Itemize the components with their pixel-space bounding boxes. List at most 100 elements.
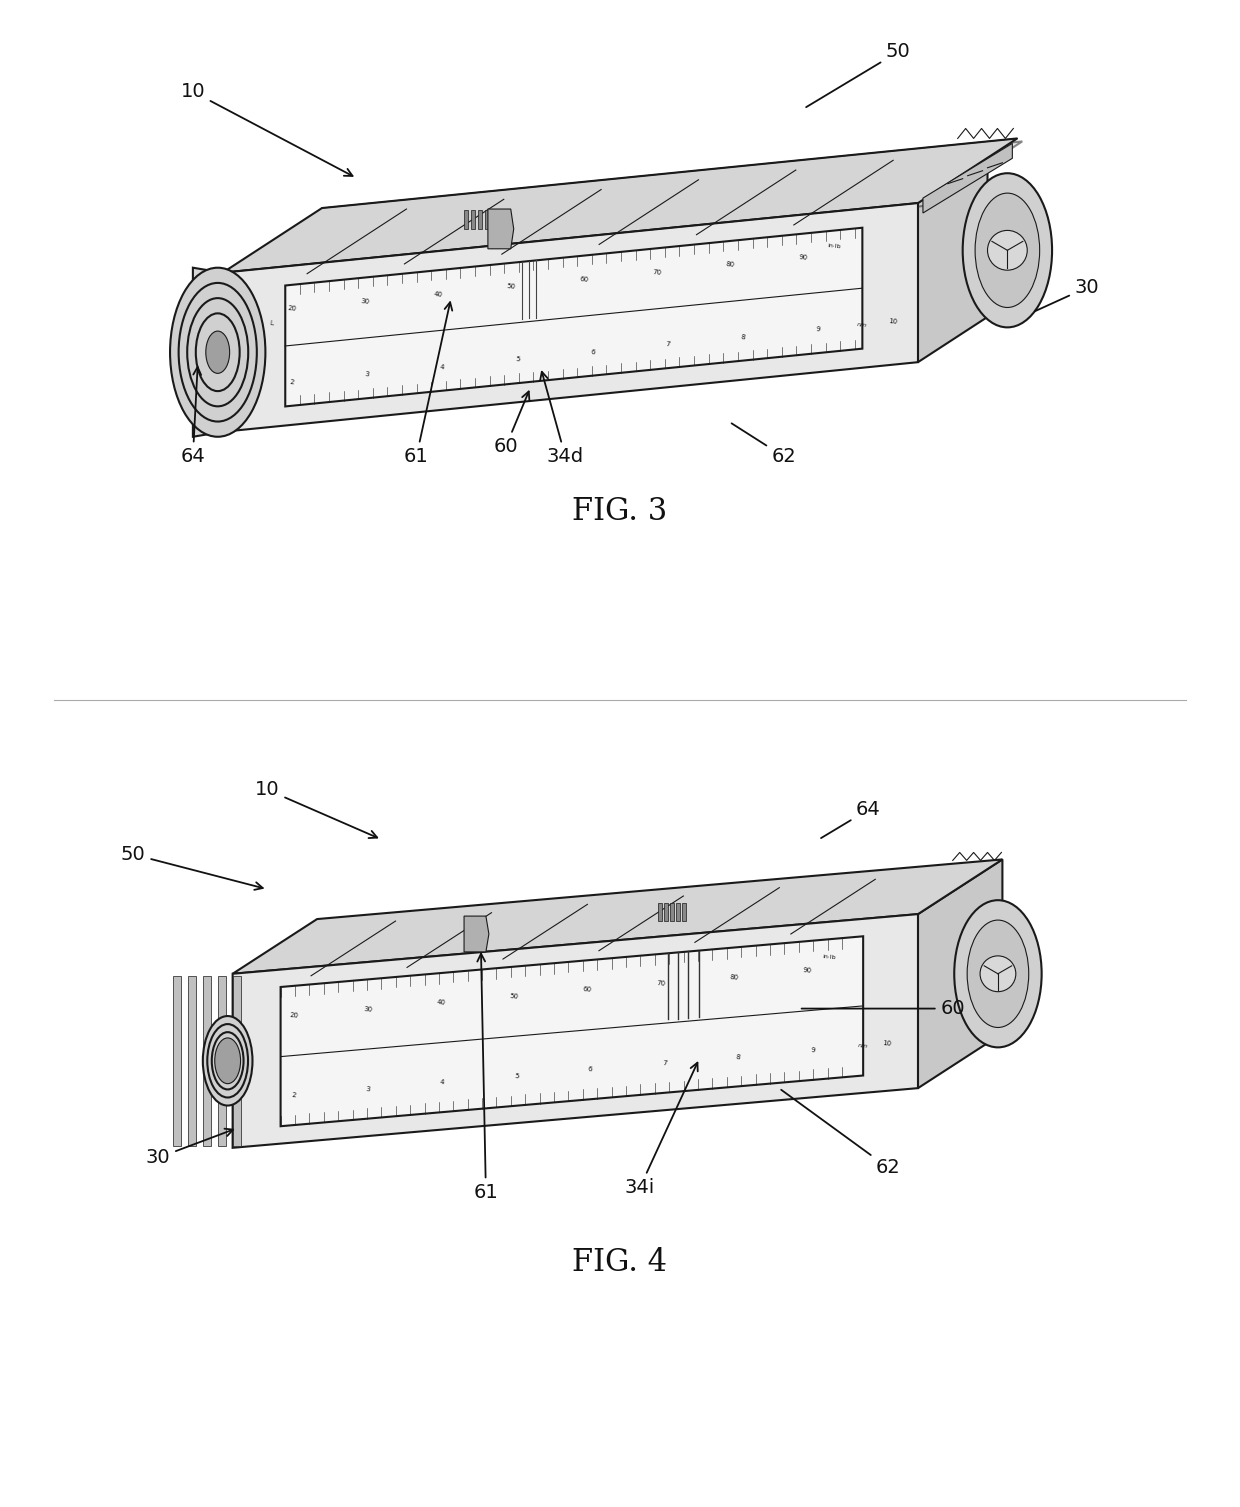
Bar (485, 209, 489, 229)
Text: 3: 3 (365, 371, 370, 378)
Text: 64: 64 (181, 368, 206, 466)
Bar (464, 209, 467, 229)
Polygon shape (233, 915, 918, 1148)
Text: 60: 60 (583, 987, 593, 993)
Polygon shape (285, 228, 862, 407)
Text: 70: 70 (652, 268, 662, 276)
Text: 9: 9 (810, 1047, 815, 1053)
Text: 60: 60 (579, 276, 589, 283)
Text: 80: 80 (729, 974, 739, 981)
Text: FIG. 3: FIG. 3 (573, 496, 667, 527)
Ellipse shape (212, 1032, 243, 1090)
Text: 3: 3 (366, 1087, 371, 1093)
Ellipse shape (216, 1040, 239, 1082)
Text: 5: 5 (515, 356, 520, 363)
Ellipse shape (955, 900, 1042, 1047)
Text: 20: 20 (288, 306, 296, 312)
Polygon shape (223, 203, 918, 433)
Bar (233, 975, 241, 1145)
Text: L: L (269, 321, 274, 327)
Text: 10: 10 (181, 83, 352, 176)
Text: 90: 90 (799, 255, 808, 261)
Text: 62: 62 (732, 423, 796, 466)
Bar (682, 903, 686, 921)
Text: 6: 6 (588, 1067, 593, 1073)
Text: 7: 7 (665, 341, 671, 348)
Text: 70: 70 (656, 980, 666, 987)
Text: 61: 61 (404, 303, 453, 466)
Ellipse shape (203, 1016, 253, 1106)
Text: 9: 9 (816, 326, 821, 333)
Text: 62: 62 (781, 1090, 900, 1177)
Text: 5: 5 (513, 1073, 518, 1079)
Ellipse shape (206, 332, 229, 374)
Text: nm: nm (857, 322, 868, 329)
Text: 10: 10 (888, 318, 898, 326)
Text: in·lb: in·lb (822, 954, 836, 960)
Polygon shape (280, 936, 863, 1126)
Polygon shape (228, 142, 1022, 276)
Polygon shape (193, 268, 223, 437)
Ellipse shape (215, 1038, 241, 1084)
Text: 50: 50 (506, 283, 516, 291)
Ellipse shape (967, 921, 1029, 1028)
Polygon shape (918, 158, 987, 362)
Text: 8: 8 (735, 1053, 742, 1059)
Bar (671, 903, 675, 921)
Polygon shape (487, 209, 513, 249)
Circle shape (987, 231, 1027, 270)
Text: 60: 60 (494, 392, 529, 457)
Bar (665, 903, 668, 921)
Text: 40: 40 (436, 999, 445, 1007)
Text: 6: 6 (590, 348, 595, 356)
Bar (477, 209, 482, 229)
Text: nm: nm (858, 1043, 868, 1049)
Ellipse shape (170, 268, 265, 437)
Bar (471, 209, 475, 229)
Text: 4: 4 (440, 363, 445, 371)
Circle shape (980, 955, 1016, 992)
Text: 30: 30 (1034, 279, 1099, 312)
Text: 2: 2 (291, 1093, 296, 1099)
Polygon shape (923, 143, 1012, 212)
Ellipse shape (179, 283, 257, 422)
Bar (203, 975, 211, 1145)
Text: 10: 10 (255, 781, 377, 838)
Text: 40: 40 (434, 291, 443, 297)
Text: 7: 7 (662, 1059, 667, 1067)
Text: 60: 60 (801, 999, 965, 1019)
Bar (658, 903, 662, 921)
Bar (188, 975, 196, 1145)
Text: 64: 64 (821, 800, 880, 838)
Bar (174, 975, 181, 1145)
Polygon shape (223, 139, 1017, 273)
Text: 90: 90 (802, 967, 812, 974)
Ellipse shape (962, 173, 1052, 327)
Polygon shape (918, 859, 1002, 1088)
Text: FIG. 4: FIG. 4 (573, 1246, 667, 1278)
Text: 80: 80 (725, 261, 735, 268)
Ellipse shape (207, 1025, 248, 1097)
Text: 50: 50 (806, 42, 910, 107)
Bar (676, 903, 681, 921)
Polygon shape (233, 859, 1002, 974)
Text: in·lb: in·lb (827, 243, 842, 250)
Bar (492, 209, 496, 229)
Text: 2: 2 (290, 378, 295, 386)
Text: 4: 4 (440, 1079, 445, 1085)
Text: 20: 20 (290, 1013, 299, 1019)
Text: 61: 61 (474, 954, 498, 1203)
Text: 30: 30 (363, 1005, 372, 1013)
Text: 8: 8 (740, 333, 745, 341)
Polygon shape (464, 916, 489, 952)
Text: 34i: 34i (625, 1062, 698, 1197)
Text: 50: 50 (510, 993, 520, 999)
Ellipse shape (187, 298, 248, 407)
Text: 30: 30 (361, 298, 370, 304)
Text: 34d: 34d (541, 372, 584, 466)
Bar (218, 975, 226, 1145)
Text: 30: 30 (146, 1129, 233, 1168)
Ellipse shape (975, 193, 1039, 307)
Ellipse shape (196, 313, 239, 392)
Text: 10: 10 (882, 1040, 892, 1047)
